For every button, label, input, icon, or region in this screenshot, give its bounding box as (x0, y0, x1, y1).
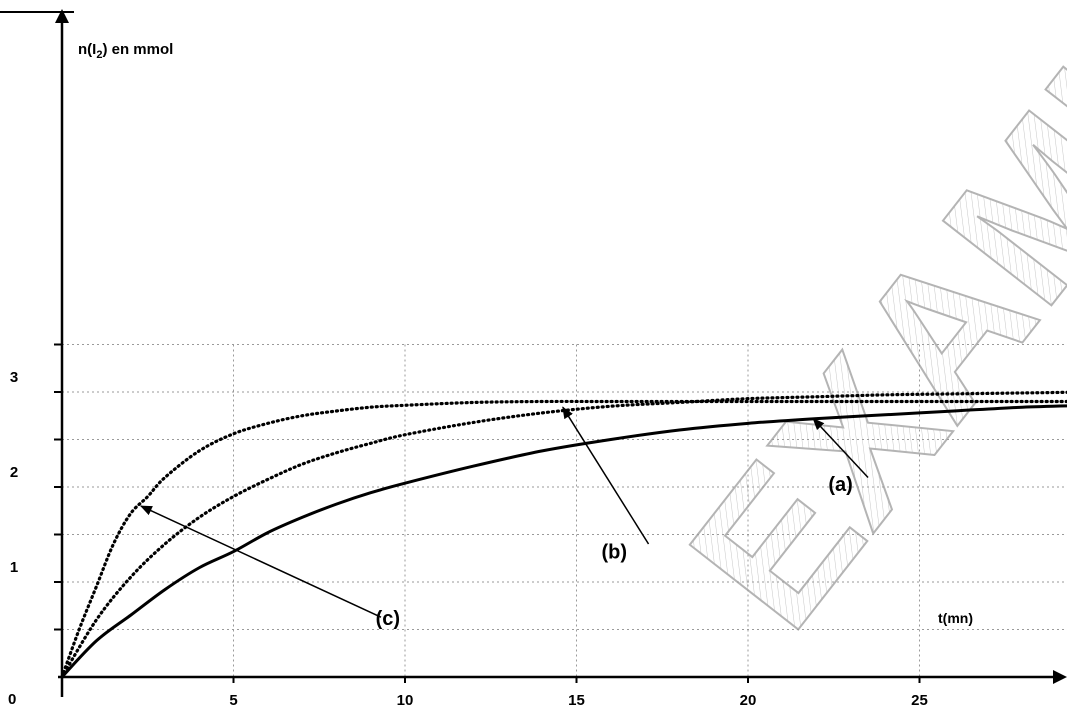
y-tick-label: 3 (10, 369, 18, 386)
watermark: EXAMINO (647, 0, 1067, 667)
annotation-arrow (562, 406, 650, 545)
y-tick-label: 1 (10, 559, 18, 576)
x-axis-label: t(mn) (938, 610, 973, 626)
ticks: 5 10 15 20 25 1 2 3 (10, 369, 928, 709)
series-line-b (60, 390, 1067, 679)
y-axis-label: n(I2) en mmol (78, 41, 173, 61)
annotations: (a) (b) (c) (139, 406, 869, 630)
origin-label: 0 (8, 691, 16, 708)
curve-label: (a) (828, 474, 852, 496)
x-tick-label: 5 (229, 692, 237, 709)
series-line-a (60, 404, 1067, 679)
annotation-arrow (139, 505, 382, 618)
y-tick-label: 2 (10, 464, 18, 481)
curve-label: (b) (601, 541, 627, 563)
series-line-c (60, 399, 1067, 679)
curve-label: (c) (376, 608, 400, 630)
annotation-arrow (812, 417, 869, 479)
x-tick-label: 20 (740, 692, 757, 709)
curves (60, 390, 1067, 679)
x-tick-label: 15 (568, 692, 585, 709)
x-tick-label: 25 (911, 692, 928, 709)
svg-text:EXAMINO: EXAMINO (648, 0, 1067, 666)
x-tick-label: 10 (397, 692, 414, 709)
axes (54, 9, 1067, 697)
